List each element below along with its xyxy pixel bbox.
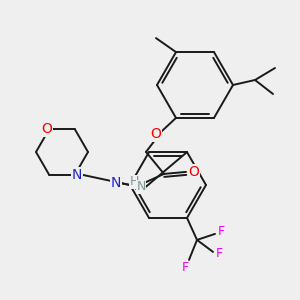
- Text: H: H: [129, 176, 139, 188]
- Text: O: O: [189, 165, 200, 179]
- Text: N: N: [72, 167, 82, 182]
- Text: O: O: [151, 127, 161, 141]
- Text: F: F: [182, 261, 189, 274]
- Text: N: N: [136, 180, 146, 194]
- Text: F: F: [218, 225, 225, 239]
- Text: O: O: [42, 122, 52, 136]
- Text: N: N: [111, 176, 121, 190]
- Text: F: F: [215, 248, 223, 260]
